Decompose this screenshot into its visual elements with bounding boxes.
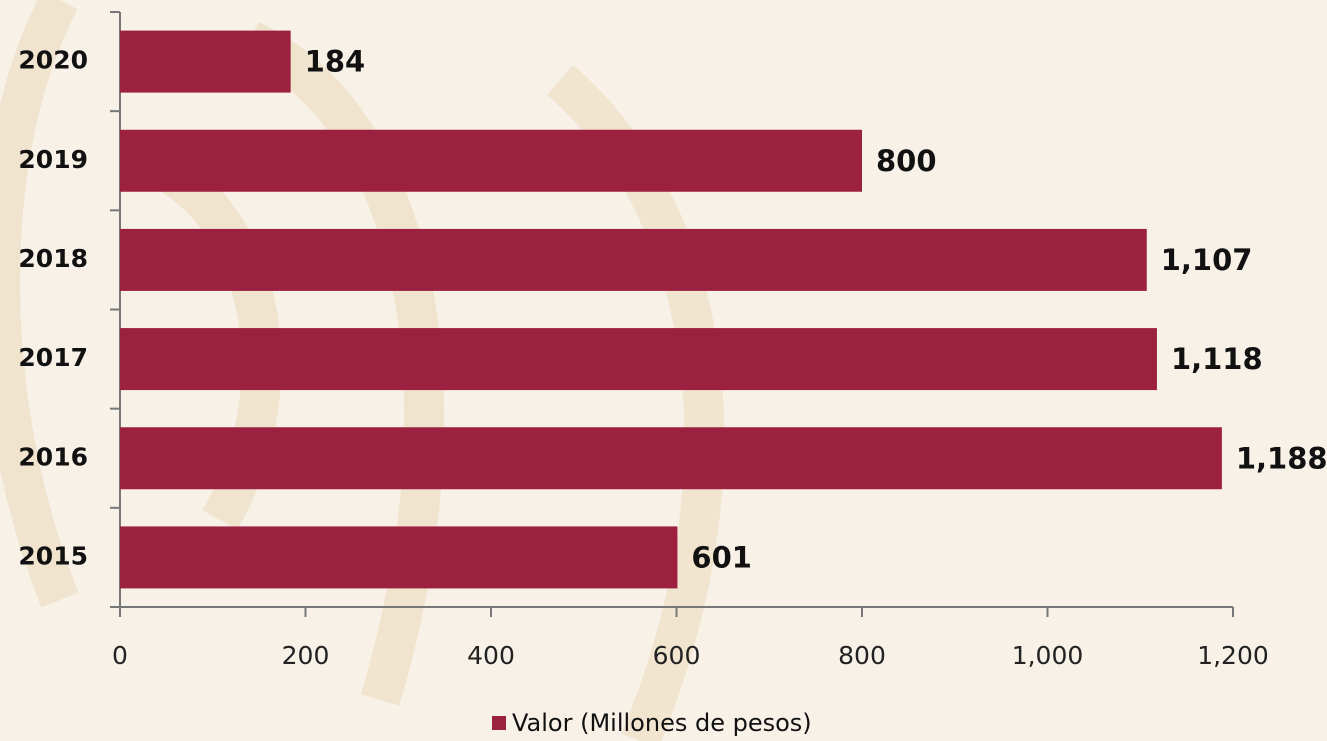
legend-label: Valor (Millones de pesos) xyxy=(512,709,812,737)
bar xyxy=(120,328,1157,390)
bar xyxy=(120,130,862,192)
y-tick-label: 2019 xyxy=(18,145,88,174)
x-tick-label: 400 xyxy=(467,641,515,670)
x-tick-label: 1,000 xyxy=(1012,641,1084,670)
x-tick-label: 600 xyxy=(653,641,701,670)
legend-swatch xyxy=(492,716,506,730)
bar xyxy=(120,427,1222,489)
y-tick-label: 2017 xyxy=(18,343,88,372)
bar xyxy=(120,526,677,588)
bar xyxy=(120,229,1147,291)
y-tick-label: 2020 xyxy=(18,46,88,75)
value-label: 800 xyxy=(876,144,937,178)
x-tick-label: 0 xyxy=(112,641,128,670)
x-tick-label: 1,200 xyxy=(1197,641,1269,670)
y-tick-label: 2016 xyxy=(18,442,88,471)
value-label: 184 xyxy=(305,45,366,79)
y-tick-label: 2015 xyxy=(18,541,88,570)
x-tick-label: 200 xyxy=(282,641,330,670)
chart: 0 200 400 600 800 1,000 1,200 2015 2016 2017 2018 2… xyxy=(0,0,1327,741)
bar xyxy=(120,31,291,93)
x-tick-label: 800 xyxy=(838,641,886,670)
value-label: 1,188 xyxy=(1236,441,1327,475)
y-tick-label: 2018 xyxy=(18,244,88,273)
value-label: 601 xyxy=(691,540,752,574)
value-label: 1,118 xyxy=(1171,342,1263,376)
value-label: 1,107 xyxy=(1161,243,1253,277)
